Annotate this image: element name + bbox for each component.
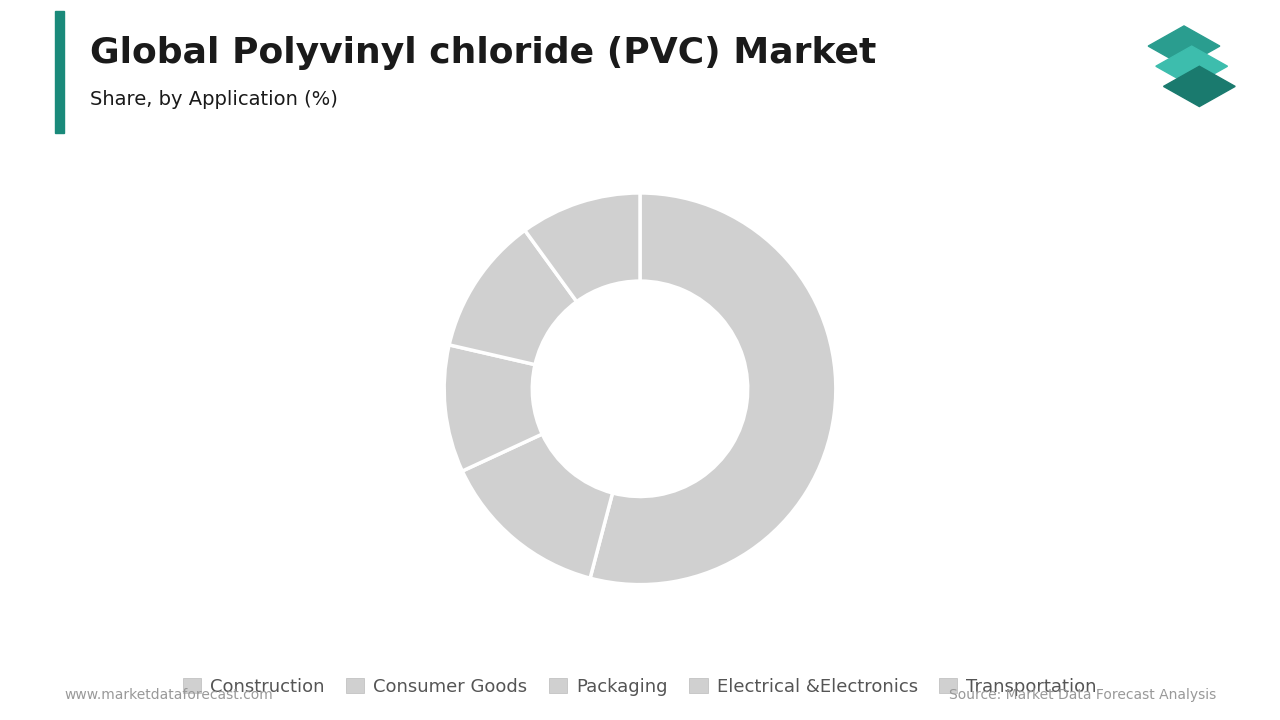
Text: www.marketdataforecast.com: www.marketdataforecast.com — [64, 688, 273, 702]
Wedge shape — [525, 193, 640, 302]
Text: Share, by Application (%): Share, by Application (%) — [90, 90, 338, 109]
Wedge shape — [444, 345, 543, 471]
Wedge shape — [590, 193, 836, 585]
Wedge shape — [449, 230, 577, 364]
Legend: Construction, Consumer Goods, Packaging, Electrical &Electronics, Transportation: Construction, Consumer Goods, Packaging,… — [175, 670, 1105, 703]
Text: Global Polyvinyl chloride (PVC) Market: Global Polyvinyl chloride (PVC) Market — [90, 36, 876, 70]
Text: Source: Market Data Forecast Analysis: Source: Market Data Forecast Analysis — [948, 688, 1216, 702]
Wedge shape — [462, 434, 613, 578]
